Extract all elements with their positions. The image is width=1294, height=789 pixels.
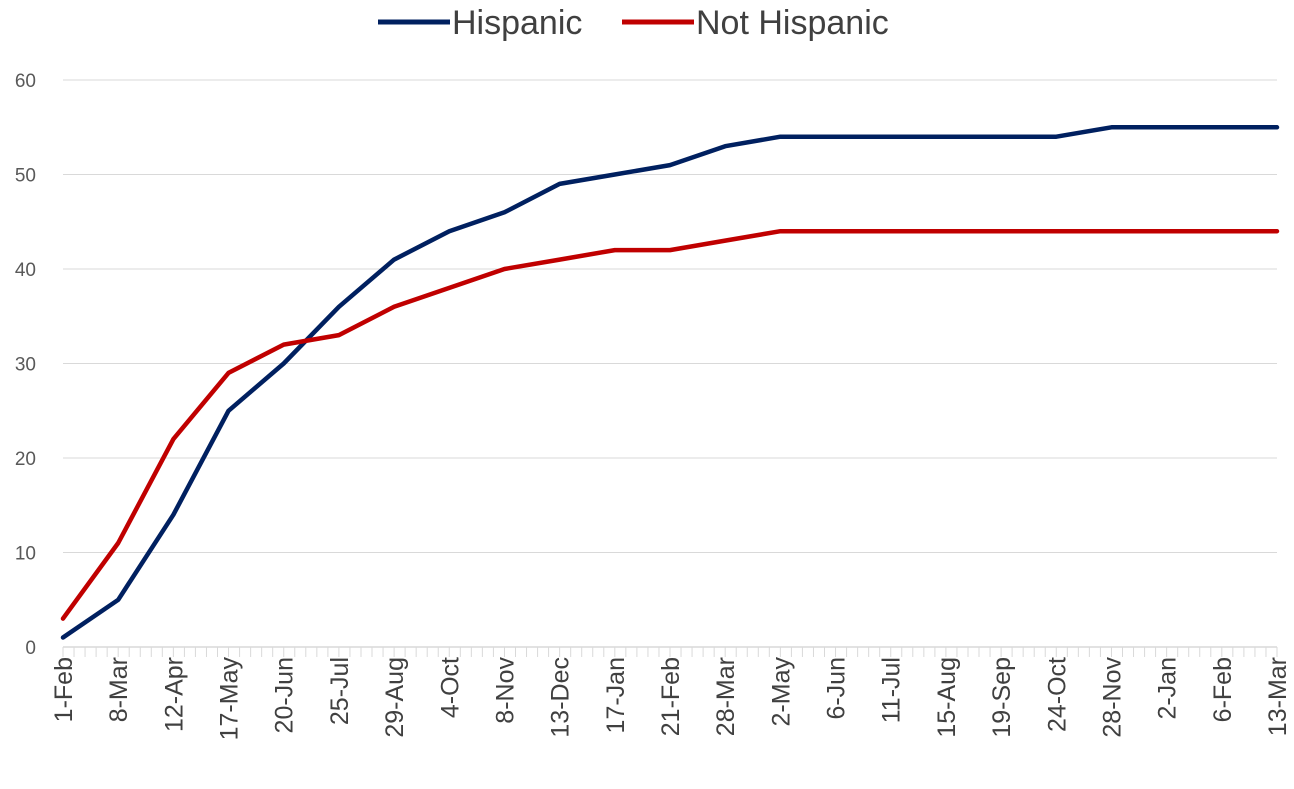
x-tick-label: 17-Jan <box>602 657 630 733</box>
x-tick-label: 17-May <box>216 657 244 741</box>
x-tick-label: 20-Jun <box>271 657 299 733</box>
x-axis: 1-Feb 8-Mar 12-Apr 17-May 20-Jun 25-Jul 29-Aug… <box>50 646 1292 741</box>
x-tick-label: 6-Feb <box>1209 657 1237 722</box>
x-tick-label: 6-Jun <box>823 657 851 720</box>
y-tick-label: 50 <box>15 166 36 187</box>
x-tick-label: 19-Sep <box>988 657 1016 738</box>
series-line-not-hispanic <box>60 228 1280 621</box>
x-tick-label: 15-Aug <box>933 657 961 738</box>
series-line-hispanic <box>60 125 1280 640</box>
x-tick-label: 8-Mar <box>105 657 133 722</box>
y-tick-label: 20 <box>15 449 36 470</box>
x-tick-label: 1-Feb <box>50 657 78 722</box>
x-tick-label: 28-Mar <box>712 657 740 736</box>
gridlines <box>63 79 1277 553</box>
x-tick-label: 4-Oct <box>436 657 464 718</box>
x-tick-label: 28-Nov <box>1098 657 1126 738</box>
y-tick-label: 10 <box>15 544 36 565</box>
x-tick-label: 21-Feb <box>657 657 685 736</box>
x-tick-label: 12-Apr <box>160 657 188 732</box>
x-tick-label: 24-Oct <box>1043 657 1071 732</box>
y-axis-ticks: 0 10 20 30 40 50 60 <box>15 71 36 659</box>
x-tick-label: 2-May <box>767 657 795 727</box>
x-tick-label: 8-Nov <box>491 657 519 724</box>
y-tick-label: 60 <box>15 71 36 92</box>
x-tick-label: 13-Dec <box>547 657 575 738</box>
y-tick-label: 0 <box>25 638 36 659</box>
x-tick-label: 29-Aug <box>381 657 409 738</box>
x-tick-label: 13-Mar <box>1264 657 1292 736</box>
x-tick-label: 11-Jul <box>878 657 906 723</box>
x-tick-label: 2-Jan <box>1154 657 1182 720</box>
series-lines <box>60 125 1280 640</box>
legend-label-hispanic: Hispanic <box>452 4 582 42</box>
legend: Hispanic Not Hispanic <box>378 4 889 42</box>
y-tick-label: 30 <box>15 355 36 376</box>
y-tick-label: 40 <box>15 260 36 281</box>
legend-label-not-hispanic: Not Hispanic <box>696 4 889 42</box>
x-tick-label: 25-Jul <box>326 657 354 725</box>
